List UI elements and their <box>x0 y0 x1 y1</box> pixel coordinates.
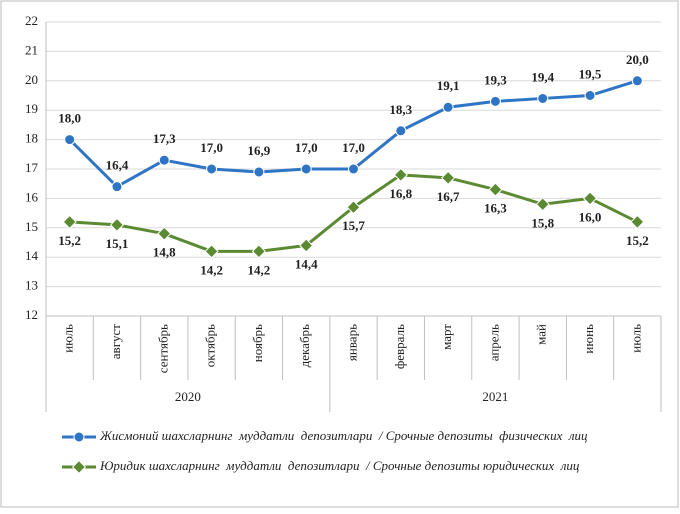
y-tick-label: 17 <box>25 160 39 175</box>
value-label: 16,9 <box>248 143 271 158</box>
x-tick-label: февраль <box>392 324 407 369</box>
x-group-label: 2021 <box>482 389 508 404</box>
value-label: 16,8 <box>389 186 412 201</box>
value-label: 17,0 <box>295 140 318 155</box>
value-label: 19,3 <box>484 72 507 87</box>
marker <box>64 134 76 146</box>
marker <box>299 238 314 253</box>
value-label: 16,0 <box>579 209 602 224</box>
value-label: 16,3 <box>484 201 507 216</box>
value-label: 15,2 <box>58 233 81 248</box>
legend-label: Жисмоний шахсларнинг муддатли депозитлар… <box>99 428 588 443</box>
marker <box>441 170 456 185</box>
x-tick-label: июнь <box>581 324 596 354</box>
marker <box>584 90 596 101</box>
y-tick-label: 12 <box>25 307 38 322</box>
value-label: 19,4 <box>531 69 554 84</box>
y-tick-label: 22 <box>25 13 38 28</box>
marker <box>62 214 77 229</box>
marker <box>537 92 549 104</box>
y-tick-label: 21 <box>25 42 38 57</box>
value-label: 16,4 <box>106 158 129 173</box>
x-tick-label: июль <box>61 324 76 353</box>
x-tick-label: апрель <box>486 324 501 361</box>
value-label: 15,1 <box>106 236 129 251</box>
value-label: 14,4 <box>295 256 318 271</box>
x-tick-label: сентябрь <box>155 324 170 373</box>
marker <box>395 125 407 137</box>
y-tick-label: 19 <box>25 101 38 116</box>
x-tick-label: январь <box>344 324 359 361</box>
marker <box>348 163 359 175</box>
value-label: 15,2 <box>626 233 649 248</box>
legend-marker <box>71 459 87 475</box>
marker <box>300 163 312 175</box>
y-tick-label: 13 <box>25 278 38 293</box>
y-tick-label: 15 <box>25 219 38 234</box>
y-tick-label: 16 <box>25 189 39 204</box>
x-tick-label: июль <box>628 324 643 353</box>
value-label: 20,0 <box>626 52 649 67</box>
value-label: 15,8 <box>531 215 554 230</box>
x-group-label: 2020 <box>175 389 201 404</box>
value-label: 18,3 <box>389 102 412 117</box>
value-label: 17,0 <box>342 140 365 155</box>
marker <box>346 200 361 215</box>
marker <box>253 166 265 178</box>
marker <box>535 197 550 212</box>
legend-label: Юридик шахсларнинг муддатли депозитлари … <box>99 458 580 473</box>
marker <box>157 226 172 241</box>
marker <box>630 214 645 229</box>
value-label: 14,8 <box>153 245 176 260</box>
x-tick-label: октябрь <box>203 324 218 367</box>
value-label: 18,0 <box>58 111 81 126</box>
value-label: 14,2 <box>248 262 271 277</box>
marker <box>631 75 643 87</box>
marker <box>204 244 219 259</box>
y-tick-label: 18 <box>25 131 38 146</box>
marker <box>488 182 503 197</box>
value-label: 14,2 <box>200 262 223 277</box>
value-label: 16,7 <box>437 189 460 204</box>
marker <box>206 163 218 175</box>
x-tick-label: март <box>439 324 454 350</box>
marker <box>158 154 170 166</box>
marker <box>251 244 266 259</box>
legend-marker <box>73 431 85 443</box>
y-tick-label: 14 <box>25 248 39 263</box>
x-tick-label: ноябрь <box>250 324 265 362</box>
marker <box>393 167 408 182</box>
value-label: 19,1 <box>437 78 460 93</box>
x-tick-label: август <box>108 324 123 360</box>
marker <box>442 101 454 113</box>
x-tick-label: май <box>534 324 549 345</box>
value-label: 17,3 <box>153 131 176 146</box>
y-tick-label: 20 <box>25 72 38 87</box>
marker <box>582 191 598 206</box>
x-tick-label: декабрь <box>297 324 312 367</box>
marker <box>111 181 123 193</box>
value-label: 19,5 <box>579 66 602 81</box>
value-label: 17,0 <box>200 140 223 155</box>
marker <box>109 217 125 232</box>
value-label: 15,7 <box>342 218 365 233</box>
marker <box>489 95 501 107</box>
